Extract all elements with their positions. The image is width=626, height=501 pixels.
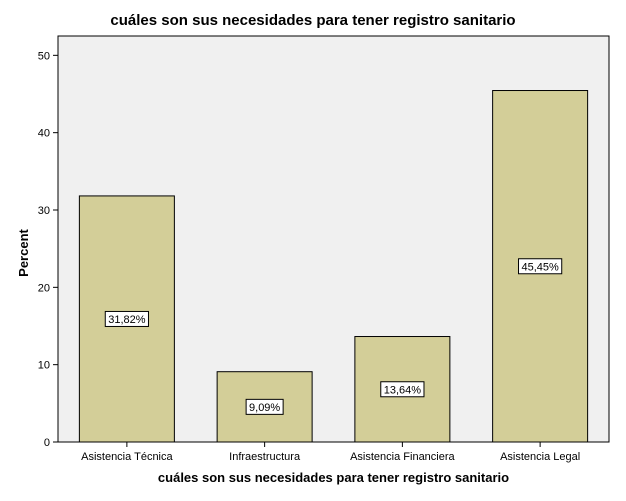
data-label-box <box>380 381 425 398</box>
x-tick-label: Asistencia Técnica <box>81 451 173 463</box>
data-label-box <box>104 310 149 327</box>
y-tick-label: 20 <box>38 282 50 294</box>
y-tick-label: 0 <box>44 437 50 449</box>
data-label: 9,09% <box>249 402 280 414</box>
data-label: 45,45% <box>521 261 559 273</box>
x-axis-label: cuáles son sus necesidades para tener re… <box>157 470 510 485</box>
x-axis: Asistencia Técnica Infraestructura Asisten… <box>81 442 580 463</box>
data-label: 31,82% <box>108 314 146 326</box>
data-label: 13,64% <box>384 384 422 396</box>
y-tick-label: 30 <box>38 205 50 217</box>
bars: 31,82% 9,09% 13,64% 45,45% <box>78 90 589 443</box>
y-axis-label: Percent <box>15 229 31 277</box>
chart-title: cuáles son sus necesidades para tener re… <box>110 12 516 29</box>
y-tick-label: 50 <box>38 50 50 62</box>
y-tick-label: 40 <box>38 128 50 140</box>
data-label-box <box>245 398 284 415</box>
x-tick-label: Asistencia Financiera <box>350 451 455 463</box>
x-tick-label: Infraestructura <box>229 451 301 463</box>
y-axis: 0 10 20 30 40 50 <box>38 50 58 449</box>
data-label-box <box>518 258 563 275</box>
x-tick-label: Asistencia Legal <box>500 451 580 463</box>
y-tick-label: 10 <box>38 360 50 372</box>
